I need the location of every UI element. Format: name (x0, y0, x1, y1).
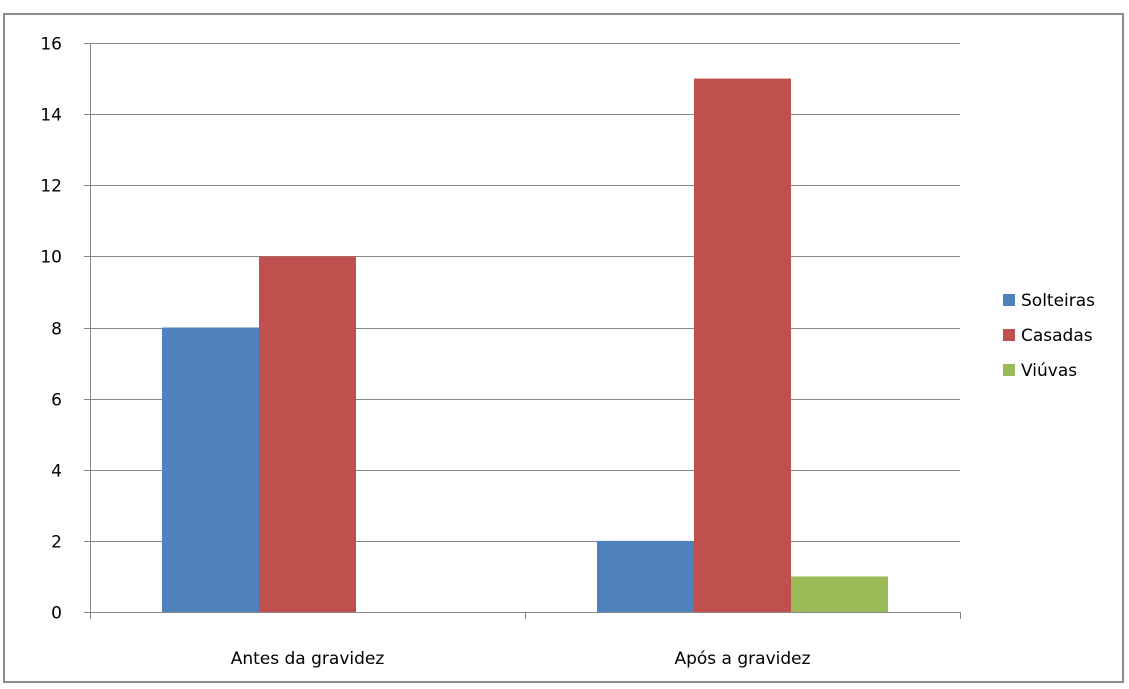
x-tick-label: Após a gravidez (674, 649, 810, 669)
legend-label: Viúvas (1021, 361, 1077, 381)
bars (162, 78, 888, 612)
legend-swatch (1003, 364, 1015, 376)
bar-solteiras-0 (162, 327, 259, 612)
x-axis-tick-labels: Antes da gravidez Após a gravidez (231, 649, 811, 669)
x-tick-label: Antes da gravidez (231, 649, 385, 669)
legend-label: Solteiras (1021, 291, 1095, 311)
y-tick-label: 12 (40, 177, 62, 197)
y-tick-label: 8 (51, 320, 62, 340)
y-tick-label: 10 (40, 248, 62, 268)
legend-label: Casadas (1021, 326, 1093, 346)
bar-solteiras-1 (597, 540, 694, 612)
bar-casadas-0 (259, 256, 356, 612)
y-tick-label: 6 (51, 391, 62, 411)
y-tick-label: 14 (40, 106, 62, 126)
legend-swatch (1003, 294, 1015, 306)
bar-vi-vas-1 (791, 576, 888, 612)
y-tick-label: 16 (40, 35, 62, 55)
legend: Solteiras Casadas Viúvas (1003, 291, 1095, 381)
axes (84, 43, 961, 619)
y-tick-label: 0 (51, 604, 62, 624)
legend-swatch (1003, 329, 1015, 341)
y-tick-label: 4 (51, 462, 62, 482)
y-tick-label: 2 (51, 533, 62, 553)
y-axis-tick-labels: 0 2 4 6 8 10 12 14 16 (40, 35, 62, 624)
bar-casadas-1 (694, 78, 791, 612)
